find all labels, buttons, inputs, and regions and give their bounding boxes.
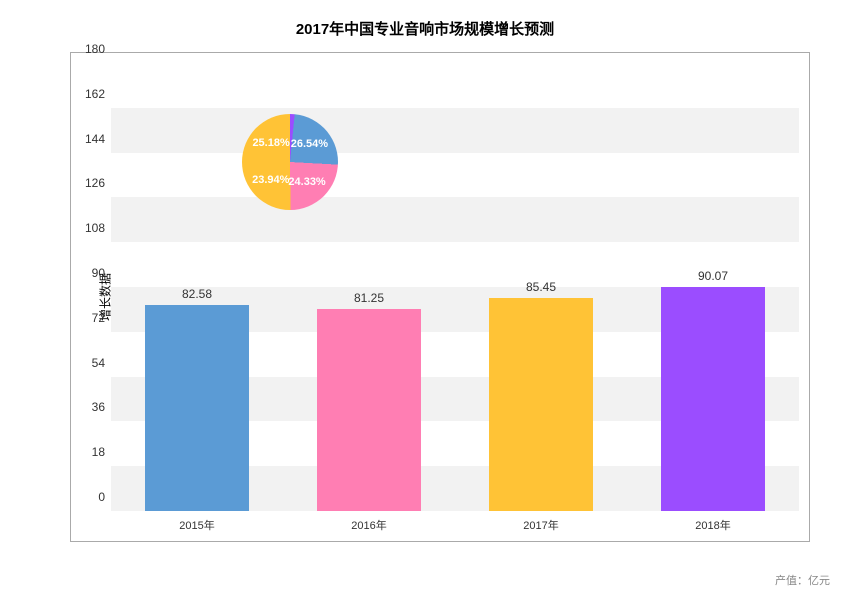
bar: 90.07 — [661, 287, 764, 511]
y-tick-label: 0 — [73, 490, 105, 504]
pie-chart: 26.54% 24.33%23.94% 25.18% — [242, 114, 338, 210]
y-tick-label: 108 — [73, 221, 105, 235]
bar: 82.58 — [145, 305, 248, 511]
x-tick-label: 2015年 — [179, 517, 214, 533]
pie-slice-label: 23.94% — [252, 174, 289, 186]
y-tick-label: 18 — [73, 445, 105, 459]
bar: 81.25 — [317, 309, 420, 511]
y-tick-label: 54 — [73, 356, 105, 370]
y-tick-label: 72 — [73, 311, 105, 325]
x-tick-label: 2018年 — [695, 517, 730, 533]
bar: 85.45 — [489, 298, 592, 511]
bar-value-label: 81.25 — [317, 291, 420, 305]
grid-stripe — [111, 197, 799, 242]
grid-stripe — [111, 63, 799, 108]
y-tick-label: 162 — [73, 87, 105, 101]
y-tick-label: 180 — [73, 42, 105, 56]
grid-stripe — [111, 153, 799, 198]
chart-footer: 产值：亿元 — [775, 572, 830, 588]
bar-value-label: 85.45 — [489, 280, 592, 294]
bar-value-label: 82.58 — [145, 287, 248, 301]
y-tick-label: 126 — [73, 176, 105, 190]
grid-stripe — [111, 108, 799, 153]
x-tick-label: 2017年 — [523, 517, 558, 533]
bar-value-label: 90.07 — [661, 269, 764, 283]
pie-slice-label: 24.33% — [288, 176, 325, 188]
chart-title: 2017年中国专业音响市场规模增长预测 — [0, 0, 850, 39]
chart-frame: 增长数据 0183654729010812614416218082.582015… — [70, 52, 810, 542]
y-tick-label: 144 — [73, 132, 105, 146]
pie-slice-label: 25.18% — [252, 137, 289, 149]
y-tick-label: 90 — [73, 266, 105, 280]
y-tick-label: 36 — [73, 400, 105, 414]
pie-slice-label: 26.54% — [291, 138, 328, 150]
x-tick-label: 2016年 — [351, 517, 386, 533]
plot-area: 0183654729010812614416218082.582015年81.2… — [111, 63, 799, 511]
